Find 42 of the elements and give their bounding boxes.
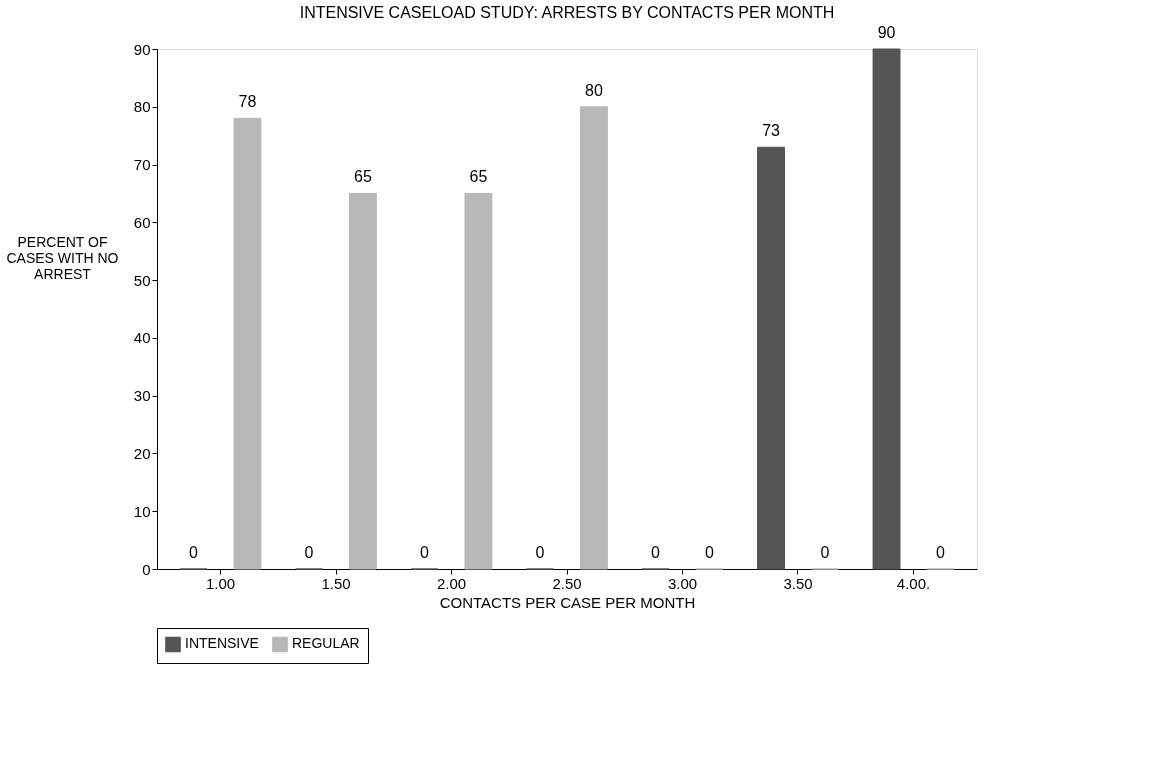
y-tick-label: 10 [133, 502, 151, 520]
data-label: 80 [585, 81, 603, 99]
bar [464, 192, 493, 570]
data-label: 0 [189, 544, 199, 561]
y-tick-label: 20 [133, 444, 151, 462]
data-label: 0 [651, 544, 661, 561]
x-tick-label: 3.00 [667, 574, 698, 592]
y-tick-label: 80 [133, 98, 151, 116]
legend-label: REGULAR [292, 635, 360, 652]
x-tick-label: 1.50 [321, 574, 351, 592]
legend-label: INTENSIVE [185, 635, 259, 652]
data-label: 0 [420, 544, 430, 561]
data-label: 65 [354, 168, 372, 186]
data-label: 0 [704, 544, 714, 561]
data-label: 90 [877, 24, 896, 41]
data-label: 0 [820, 544, 830, 561]
y-tick-label: 90 [133, 40, 151, 58]
bar [579, 106, 608, 570]
bar [348, 192, 377, 570]
data-label: 0 [304, 544, 314, 561]
y-tick-label: 70 [133, 156, 151, 174]
y-tick-label: 50 [133, 271, 151, 289]
data-label: 0 [535, 544, 545, 561]
y-tick-label: 30 [133, 387, 151, 405]
chart-title: INTENSIVE CASELOAD STUDY: ARRESTS BY CONTACTS PER MONTH [299, 4, 835, 21]
y-tick-label: 60 [133, 213, 151, 231]
bar [872, 48, 901, 570]
data-label: 73 [762, 122, 781, 140]
x-axis-title: CONTACTS PER CASE PER MONTH [439, 593, 696, 611]
x-tick-label: 1.00 [205, 574, 236, 592]
x-tick-label: 2.50 [552, 574, 582, 592]
x-tick-label: 3.50 [783, 574, 813, 592]
data-label: 0 [935, 544, 945, 561]
bar [757, 146, 786, 570]
x-tick-label: 2.00 [436, 574, 467, 592]
y-tick-label: 40 [133, 329, 151, 347]
data-label: 78 [238, 93, 257, 111]
data-label: 65 [469, 168, 488, 186]
y-tick-label: 0 [142, 560, 151, 578]
y-axis-title: PERCENT OF CASES WITH NO ARREST [6, 233, 119, 282]
bar [233, 117, 262, 570]
x-tick-label: 4.00. [896, 574, 931, 592]
